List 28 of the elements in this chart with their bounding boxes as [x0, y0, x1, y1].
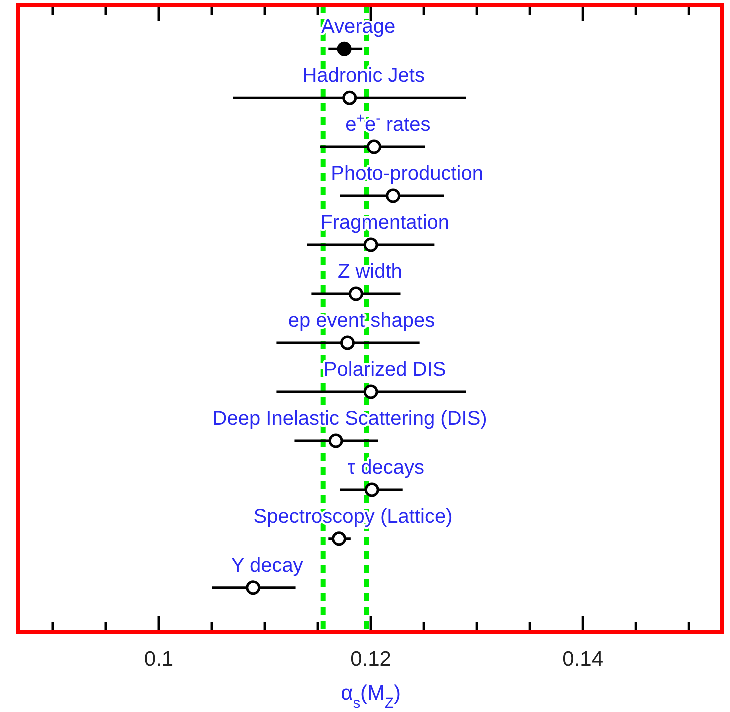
y-tick-label: Fragmentation [320, 212, 450, 234]
point [340, 336, 355, 350]
y-tick-label: Υ decay [231, 554, 304, 577]
x-tick-label: 0.12 [350, 648, 392, 671]
x-tick-label: 0.1 [144, 648, 174, 671]
point [386, 188, 401, 204]
y-tick-label: Hadronic Jets [302, 65, 425, 88]
x-axis-title: α$_{s}$(M$_{Z}$) [341, 682, 402, 712]
y-tick-label: Z width [338, 261, 402, 284]
y-tick-label: Average [321, 16, 396, 38]
y-tick-label: Polarized DIS [324, 358, 446, 381]
point [364, 384, 378, 400]
point [364, 238, 378, 252]
point [366, 140, 382, 154]
point [332, 532, 347, 546]
point [348, 286, 364, 302]
y-tick-label: ep event shapes [288, 310, 436, 332]
point [337, 42, 352, 56]
point [328, 434, 344, 448]
y-tick-label: Deep Inelastic Scattering (DIS) [212, 408, 488, 430]
point [246, 580, 261, 596]
y-tick-label: Spectroscopy (Lattice) [254, 506, 453, 528]
y-tick-label: τ decays [348, 456, 425, 479]
point [364, 482, 380, 498]
point [342, 90, 358, 106]
x-tick-label: 0.14 [562, 648, 604, 671]
y-tick-label: Photo-production [331, 163, 484, 186]
y-tick-label: e$^{+}$e$^{-}$ rates [346, 110, 431, 136]
